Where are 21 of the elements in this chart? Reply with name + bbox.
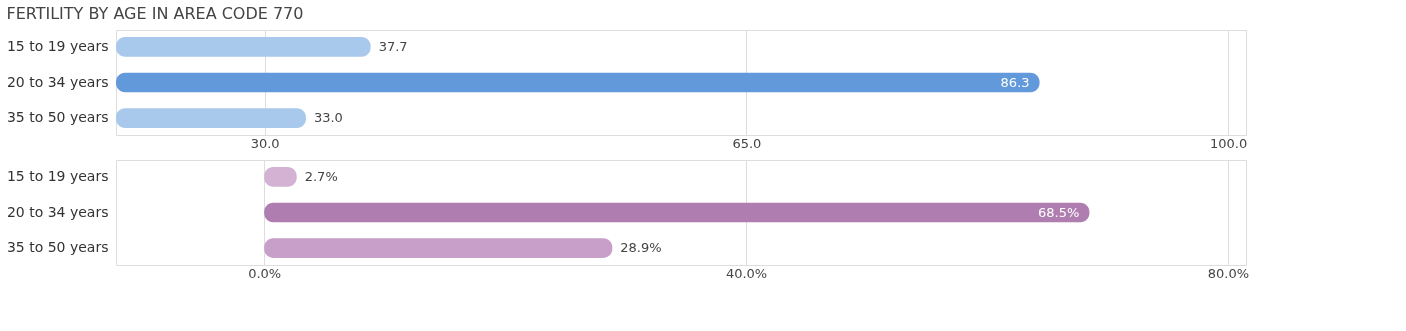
chart-title: FERTILITY BY AGE IN AREA CODE 770 <box>6 4 304 23</box>
x-tick-label: 40.0% <box>725 265 768 281</box>
y-tick-label: 35 to 50 years <box>6 109 109 126</box>
x-tick-label: 100.0 <box>1210 135 1248 151</box>
x-tick-label: 65.0 <box>732 135 762 151</box>
data-label: 86.3 <box>1000 74 1030 90</box>
data-label: 68.5% <box>1038 204 1080 220</box>
bar <box>264 238 613 258</box>
data-label: 37.7 <box>378 38 408 54</box>
x-tick-label: 0.0% <box>248 265 282 281</box>
y-tick-label: 15 to 19 years <box>6 37 109 54</box>
x-tick-label: 80.0% <box>1207 265 1250 281</box>
data-label: 2.7% <box>304 168 338 184</box>
y-tick-label: 15 to 19 years <box>6 167 109 184</box>
y-tick-label: 20 to 34 years <box>6 73 109 90</box>
x-tick-label: 30.0 <box>250 135 280 151</box>
y-tick-label: 35 to 50 years <box>6 239 109 256</box>
bar <box>264 202 1090 223</box>
y-tick-label: 20 to 34 years <box>6 203 109 220</box>
data-label: 28.9% <box>620 240 662 256</box>
data-label: 33.0 <box>313 110 343 126</box>
